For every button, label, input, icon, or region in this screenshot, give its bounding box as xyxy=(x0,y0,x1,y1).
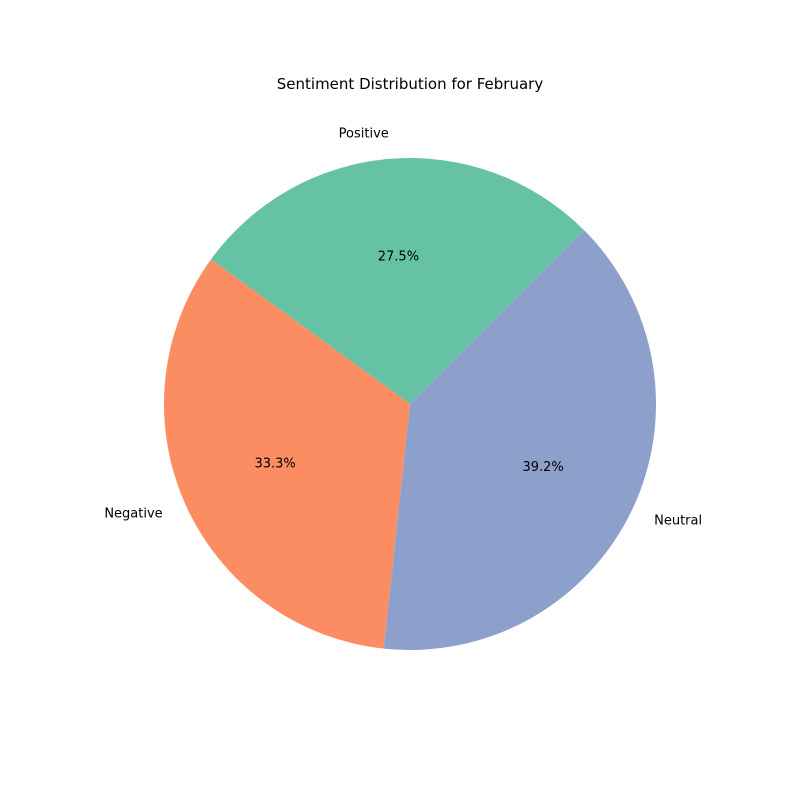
slice-percent-positive: 27.5% xyxy=(378,249,419,264)
pie-slice-positive xyxy=(210,157,584,404)
pie-slice-neutral xyxy=(383,230,656,651)
pie-slice-negative xyxy=(163,259,410,649)
pie-labels: Positive 27.5% Negative 33.3% Neutral 39.2% xyxy=(104,127,702,529)
slice-label-positive: Positive xyxy=(339,127,389,142)
slice-percent-neutral: 39.2% xyxy=(522,460,563,475)
slice-percent-negative: 33.3% xyxy=(254,456,295,471)
slice-label-neutral: Neutral xyxy=(654,513,702,528)
chart-title: Sentiment Distribution for February xyxy=(277,75,544,93)
slice-label-negative: Negative xyxy=(104,506,162,521)
pie-slices xyxy=(163,157,656,651)
